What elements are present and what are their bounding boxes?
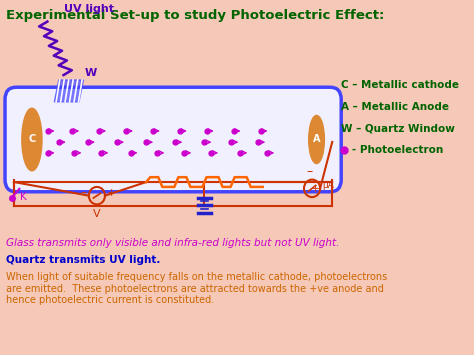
Ellipse shape xyxy=(22,108,42,171)
Text: Quartz transmits UV light.: Quartz transmits UV light. xyxy=(6,255,161,265)
Text: - Photoelectron: - Photoelectron xyxy=(353,146,444,155)
Text: W – Quartz Window: W – Quartz Window xyxy=(341,124,455,133)
Text: A – Metallic Anode: A – Metallic Anode xyxy=(341,102,449,112)
Text: μA: μA xyxy=(322,181,334,190)
Text: C: C xyxy=(28,135,36,144)
Text: +: + xyxy=(311,184,320,194)
Text: K: K xyxy=(20,192,27,202)
Text: W: W xyxy=(84,67,97,77)
Text: Experimental Set-up to study Photoelectric Effect:: Experimental Set-up to study Photoelectr… xyxy=(6,10,385,22)
Text: +: + xyxy=(107,188,116,198)
Text: When light of suitable frequency falls on the metallic cathode, photoelectrons
a: When light of suitable frequency falls o… xyxy=(6,272,388,305)
Text: C – Metallic cathode: C – Metallic cathode xyxy=(341,80,459,90)
Text: –: – xyxy=(307,165,313,178)
Ellipse shape xyxy=(309,115,324,164)
Text: –: – xyxy=(80,186,86,199)
Text: V: V xyxy=(93,209,101,219)
Polygon shape xyxy=(55,80,83,102)
Text: A: A xyxy=(313,135,320,144)
Text: UV light: UV light xyxy=(64,4,114,14)
FancyBboxPatch shape xyxy=(5,87,341,192)
Text: Glass transmits only visible and infra-red lights but not UV light.: Glass transmits only visible and infra-r… xyxy=(6,238,340,248)
